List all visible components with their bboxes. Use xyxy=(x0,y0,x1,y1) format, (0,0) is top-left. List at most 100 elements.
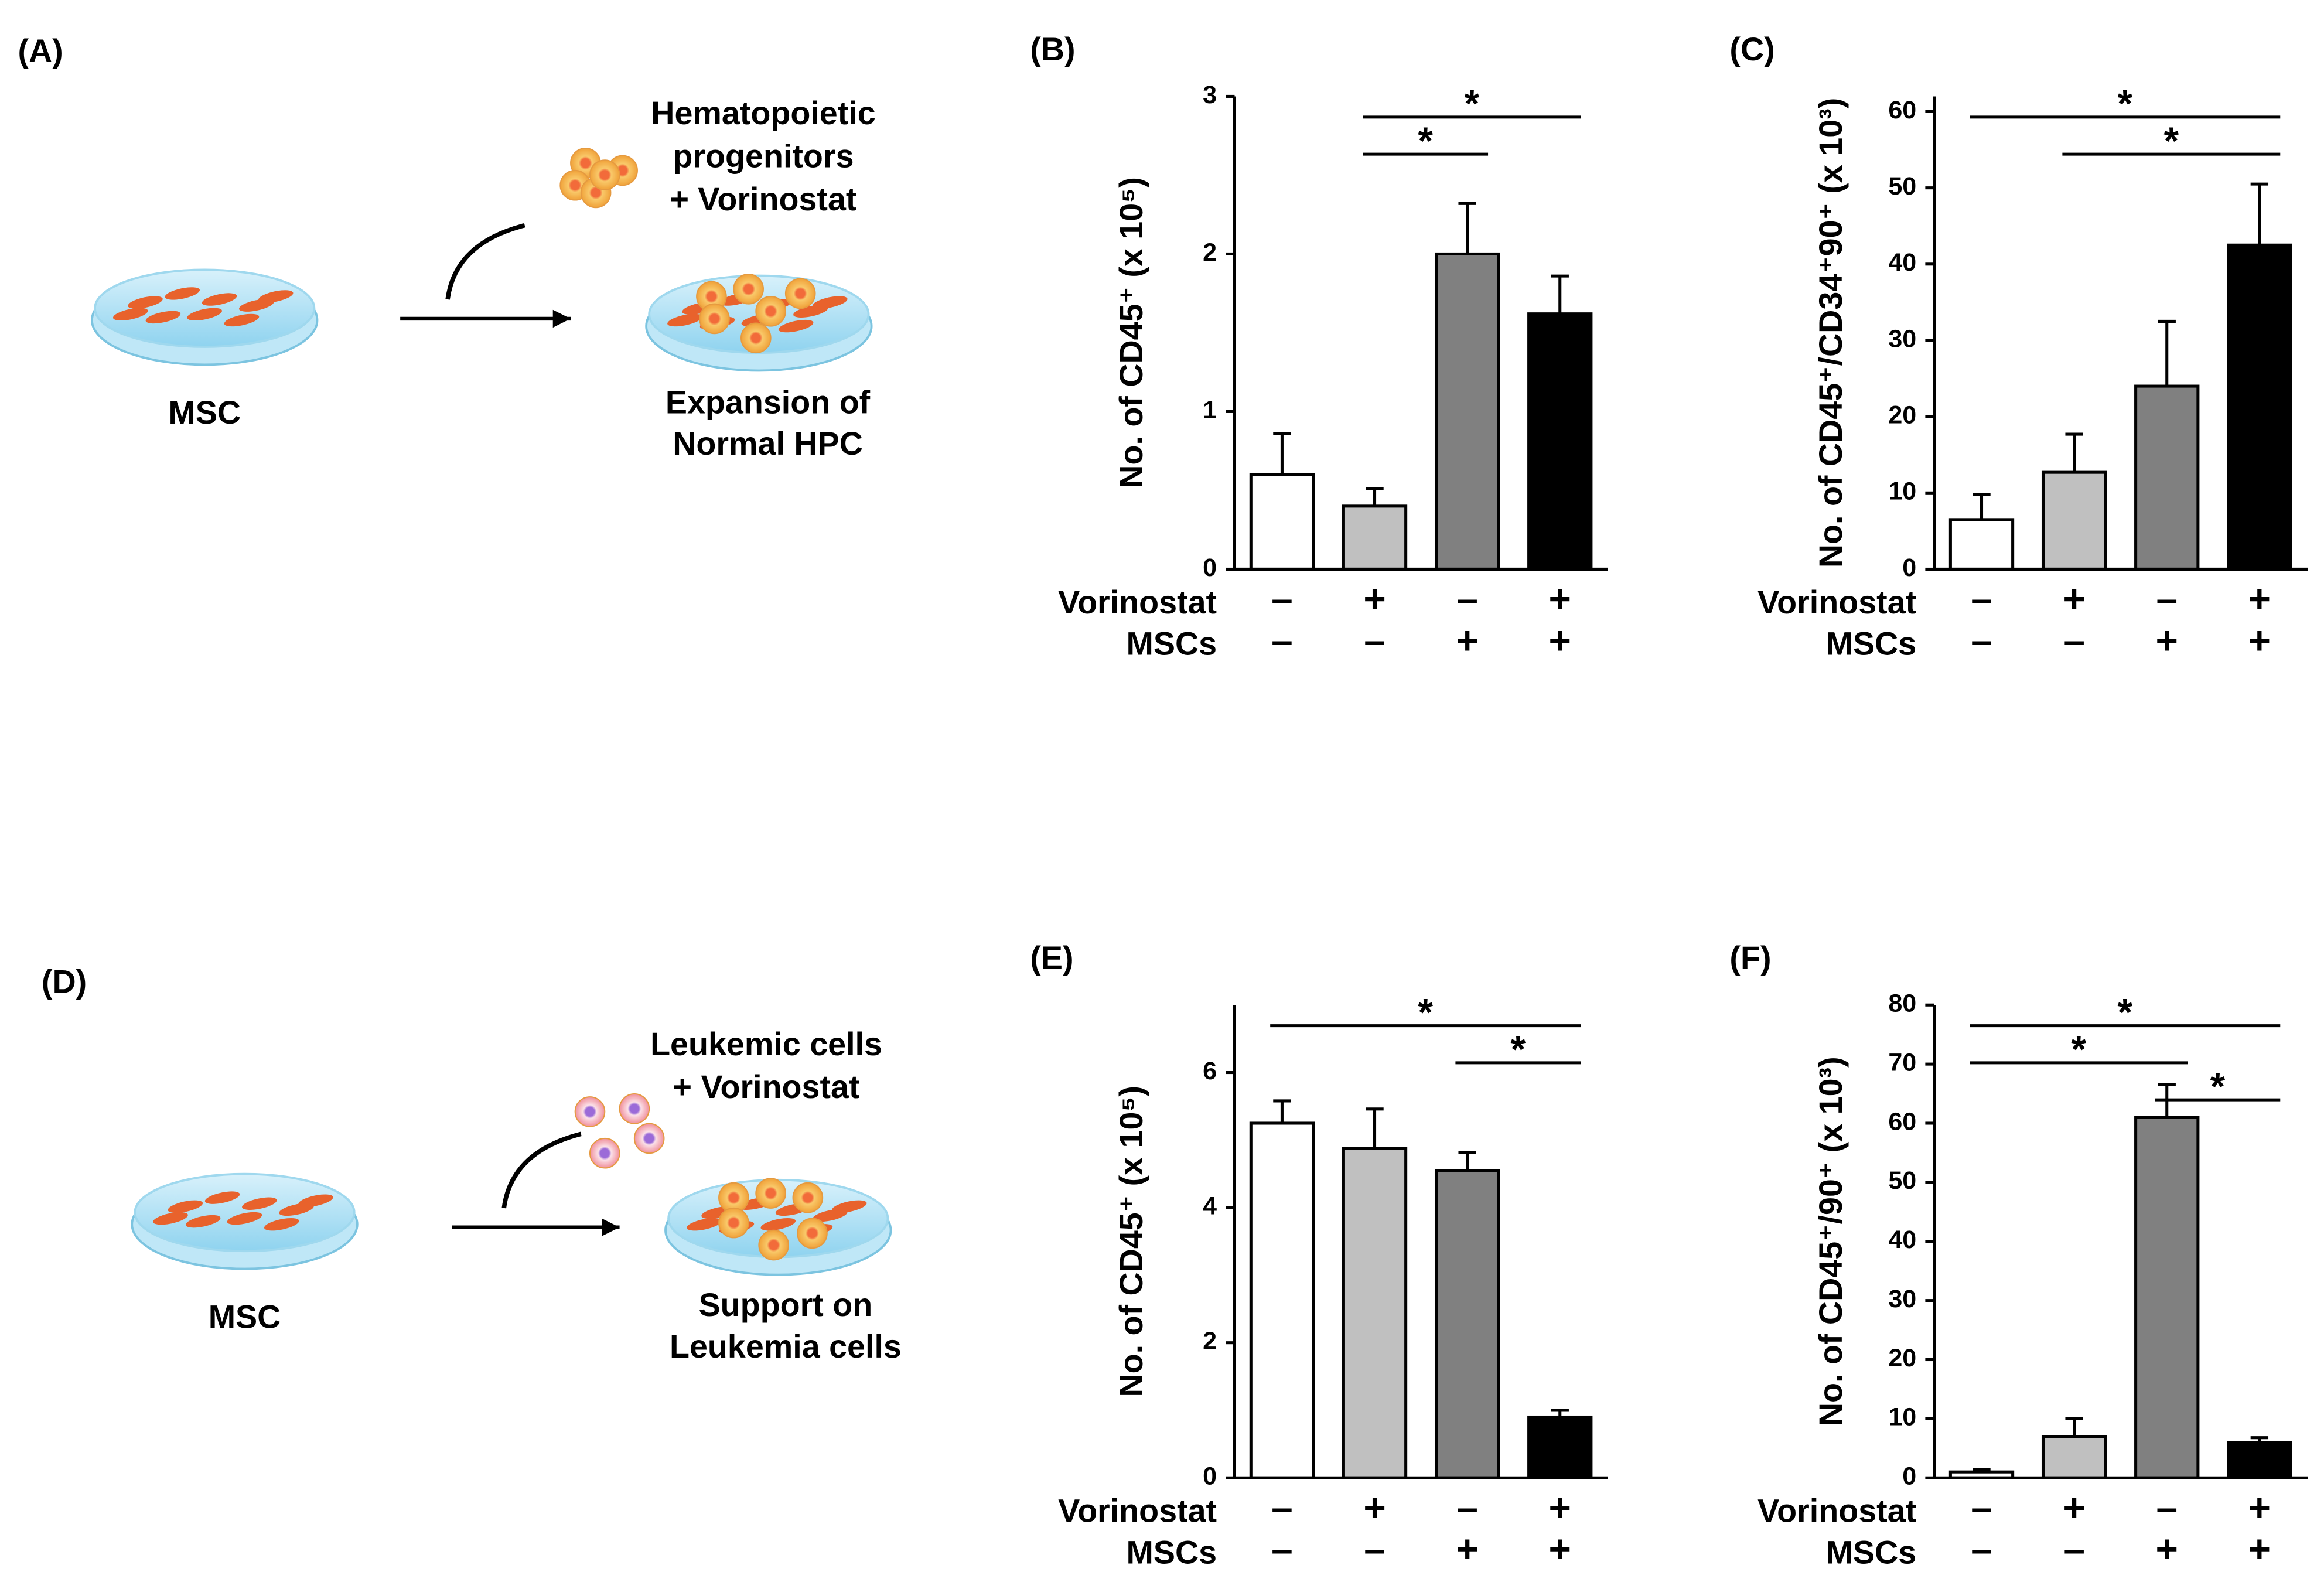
panel-label: (F) xyxy=(1729,940,1771,976)
y-tick-label: 10 xyxy=(1888,478,1916,506)
bar xyxy=(1342,1147,1408,1479)
y-tick-label: 70 xyxy=(1888,1048,1916,1076)
y-tick-label: 0 xyxy=(1902,1462,1916,1491)
y-tick-label: 3 xyxy=(1203,81,1217,109)
y-tick-label: 6 xyxy=(1203,1057,1217,1085)
dish-medium xyxy=(94,268,316,348)
arrow-head xyxy=(552,309,571,328)
msc-cell xyxy=(185,1215,221,1228)
msc-cell xyxy=(202,293,237,306)
condition-sign: – xyxy=(1971,577,1992,620)
y-tick-label: 30 xyxy=(1888,1285,1916,1313)
condition-name: Vorinostat xyxy=(1058,584,1217,620)
cell xyxy=(733,274,764,305)
condition-sign: + xyxy=(2248,618,2271,661)
axes xyxy=(1933,96,2308,571)
result-label: Expansion of xyxy=(666,384,871,420)
result-label: Normal HPC xyxy=(673,425,863,462)
dish-medium xyxy=(134,1172,356,1253)
msc-cell xyxy=(831,1200,867,1213)
bar xyxy=(2227,1441,2292,1479)
condition-sign: + xyxy=(1549,618,1571,661)
condition-name: MSCs xyxy=(1127,1535,1217,1571)
cells-label: progenitors xyxy=(673,138,854,174)
condition-sign: – xyxy=(1364,618,1385,661)
condition-sign: + xyxy=(1549,1527,1571,1570)
condition-sign: – xyxy=(1971,1527,1992,1570)
panel-label: (C) xyxy=(1729,31,1774,67)
condition-sign: + xyxy=(2248,1485,2271,1529)
cells-label: + Vorinostat xyxy=(670,181,856,217)
bar xyxy=(2134,1116,2200,1479)
cells-label: Hematopoietic xyxy=(651,95,875,131)
cell xyxy=(589,159,620,190)
bar xyxy=(1249,1121,1315,1479)
condition-name: Vorinostat xyxy=(1757,1493,1916,1529)
panel-label: (A) xyxy=(18,33,63,69)
bar xyxy=(2134,384,2200,571)
y-tick-label: 20 xyxy=(1888,1344,1916,1372)
condition-sign: + xyxy=(2248,1527,2271,1570)
msc-cell xyxy=(667,313,702,327)
y-tick-label: 0 xyxy=(1902,554,1916,582)
significance-label: * xyxy=(1418,990,1433,1034)
bar xyxy=(1342,504,1408,571)
bar xyxy=(1948,518,2015,571)
y-tick-label: 20 xyxy=(1888,401,1916,429)
msc-cell xyxy=(298,1194,333,1207)
msc-cell xyxy=(145,311,181,324)
cell xyxy=(589,1137,620,1169)
dish-label: MSC xyxy=(168,394,241,431)
condition-sign: – xyxy=(2063,618,2085,661)
y-tick-label: 1 xyxy=(1203,396,1217,424)
msc-cell xyxy=(778,319,814,333)
y-tick-label: 4 xyxy=(1203,1192,1217,1220)
condition-sign: + xyxy=(1456,618,1478,661)
condition-sign: + xyxy=(2156,618,2178,661)
cell xyxy=(792,1182,824,1213)
msc-cell xyxy=(165,287,200,300)
cell xyxy=(699,303,730,335)
msc-cell xyxy=(168,1200,203,1213)
cell xyxy=(633,1123,665,1154)
axes xyxy=(1233,96,1608,571)
cells-label: + Vorinostat xyxy=(673,1069,860,1105)
bar xyxy=(2041,470,2107,571)
cell xyxy=(718,1207,749,1239)
y-tick-label: 80 xyxy=(1888,990,1916,1018)
y-tick-label: 30 xyxy=(1888,325,1916,353)
condition-sign: – xyxy=(1971,1485,1992,1529)
cell xyxy=(619,1093,650,1124)
significance-label: * xyxy=(1511,1028,1526,1071)
significance-label: * xyxy=(2071,1028,2086,1071)
arrow-head xyxy=(602,1218,620,1236)
condition-name: MSCs xyxy=(1826,626,1917,662)
significance-label: * xyxy=(1464,82,1479,125)
significance-label: * xyxy=(2210,1065,2226,1108)
y-tick-label: 2 xyxy=(1203,238,1217,267)
condition-sign: – xyxy=(1271,1527,1293,1570)
condition-sign: – xyxy=(1456,577,1478,620)
condition-sign: + xyxy=(2063,1485,2085,1529)
condition-name: MSCs xyxy=(1826,1535,1917,1571)
bar xyxy=(1527,1415,1593,1479)
axes xyxy=(1233,1005,1608,1479)
msc-cell xyxy=(187,308,222,321)
significance-label: * xyxy=(2117,82,2132,125)
condition-name: Vorinostat xyxy=(1058,1493,1217,1529)
panel-label: (E) xyxy=(1030,940,1073,976)
msc-cell xyxy=(224,313,260,327)
msc-cell xyxy=(204,1191,240,1204)
msc-cell xyxy=(242,1197,277,1210)
msc-cell xyxy=(687,1218,722,1231)
bar xyxy=(1527,312,1593,571)
cell xyxy=(784,278,816,309)
condition-sign: + xyxy=(1456,1527,1478,1570)
result-label: Leukemia cells xyxy=(670,1328,902,1365)
y-tick-label: 2 xyxy=(1203,1327,1217,1355)
y-axis-label: No. of CD45⁺/CD34⁺90⁺ (x 10³) xyxy=(1813,98,1849,568)
y-axis-label: No. of CD45⁺/90⁺ (x 10³) xyxy=(1813,1056,1849,1426)
significance-label: * xyxy=(2117,990,2132,1034)
